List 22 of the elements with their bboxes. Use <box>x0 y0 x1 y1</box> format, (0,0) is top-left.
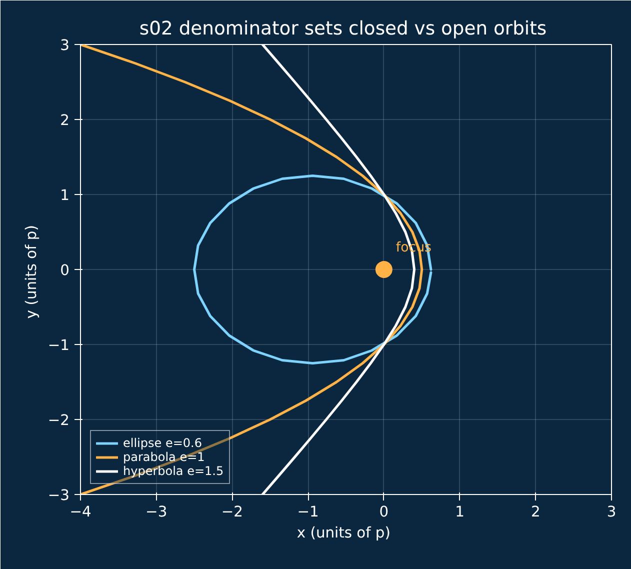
y-tick-label: 0 <box>60 262 70 279</box>
x-tick-label: 0 <box>379 504 389 520</box>
y-tick-label: 1 <box>60 187 70 204</box>
x-tick-label: −1 <box>297 504 319 520</box>
legend-label: hyperbola e=1.5 <box>123 464 224 478</box>
x-axis-title: x (units of p) <box>296 524 390 542</box>
x-tick-label: 1 <box>455 504 464 520</box>
x-tick-label: −4 <box>70 504 92 520</box>
x-tick-label: 3 <box>606 504 616 520</box>
y-tick-label: −3 <box>48 487 70 504</box>
y-axis-title: y (units of p) <box>22 225 40 319</box>
chart-title: s02 denominator sets closed vs open orbits <box>139 18 547 40</box>
x-tick-label: −2 <box>221 504 244 520</box>
y-tick-label: 3 <box>60 37 70 54</box>
y-tick-label: 2 <box>60 112 70 129</box>
legend-label: ellipse e=0.6 <box>123 436 202 450</box>
legend-label: parabola e=1 <box>123 450 205 464</box>
line-series <box>193 174 432 364</box>
y-tick-label: −2 <box>48 412 70 429</box>
x-tick-label: 2 <box>530 504 540 520</box>
x-tick-label: −3 <box>146 504 168 520</box>
y-tick-label: −1 <box>48 337 70 354</box>
